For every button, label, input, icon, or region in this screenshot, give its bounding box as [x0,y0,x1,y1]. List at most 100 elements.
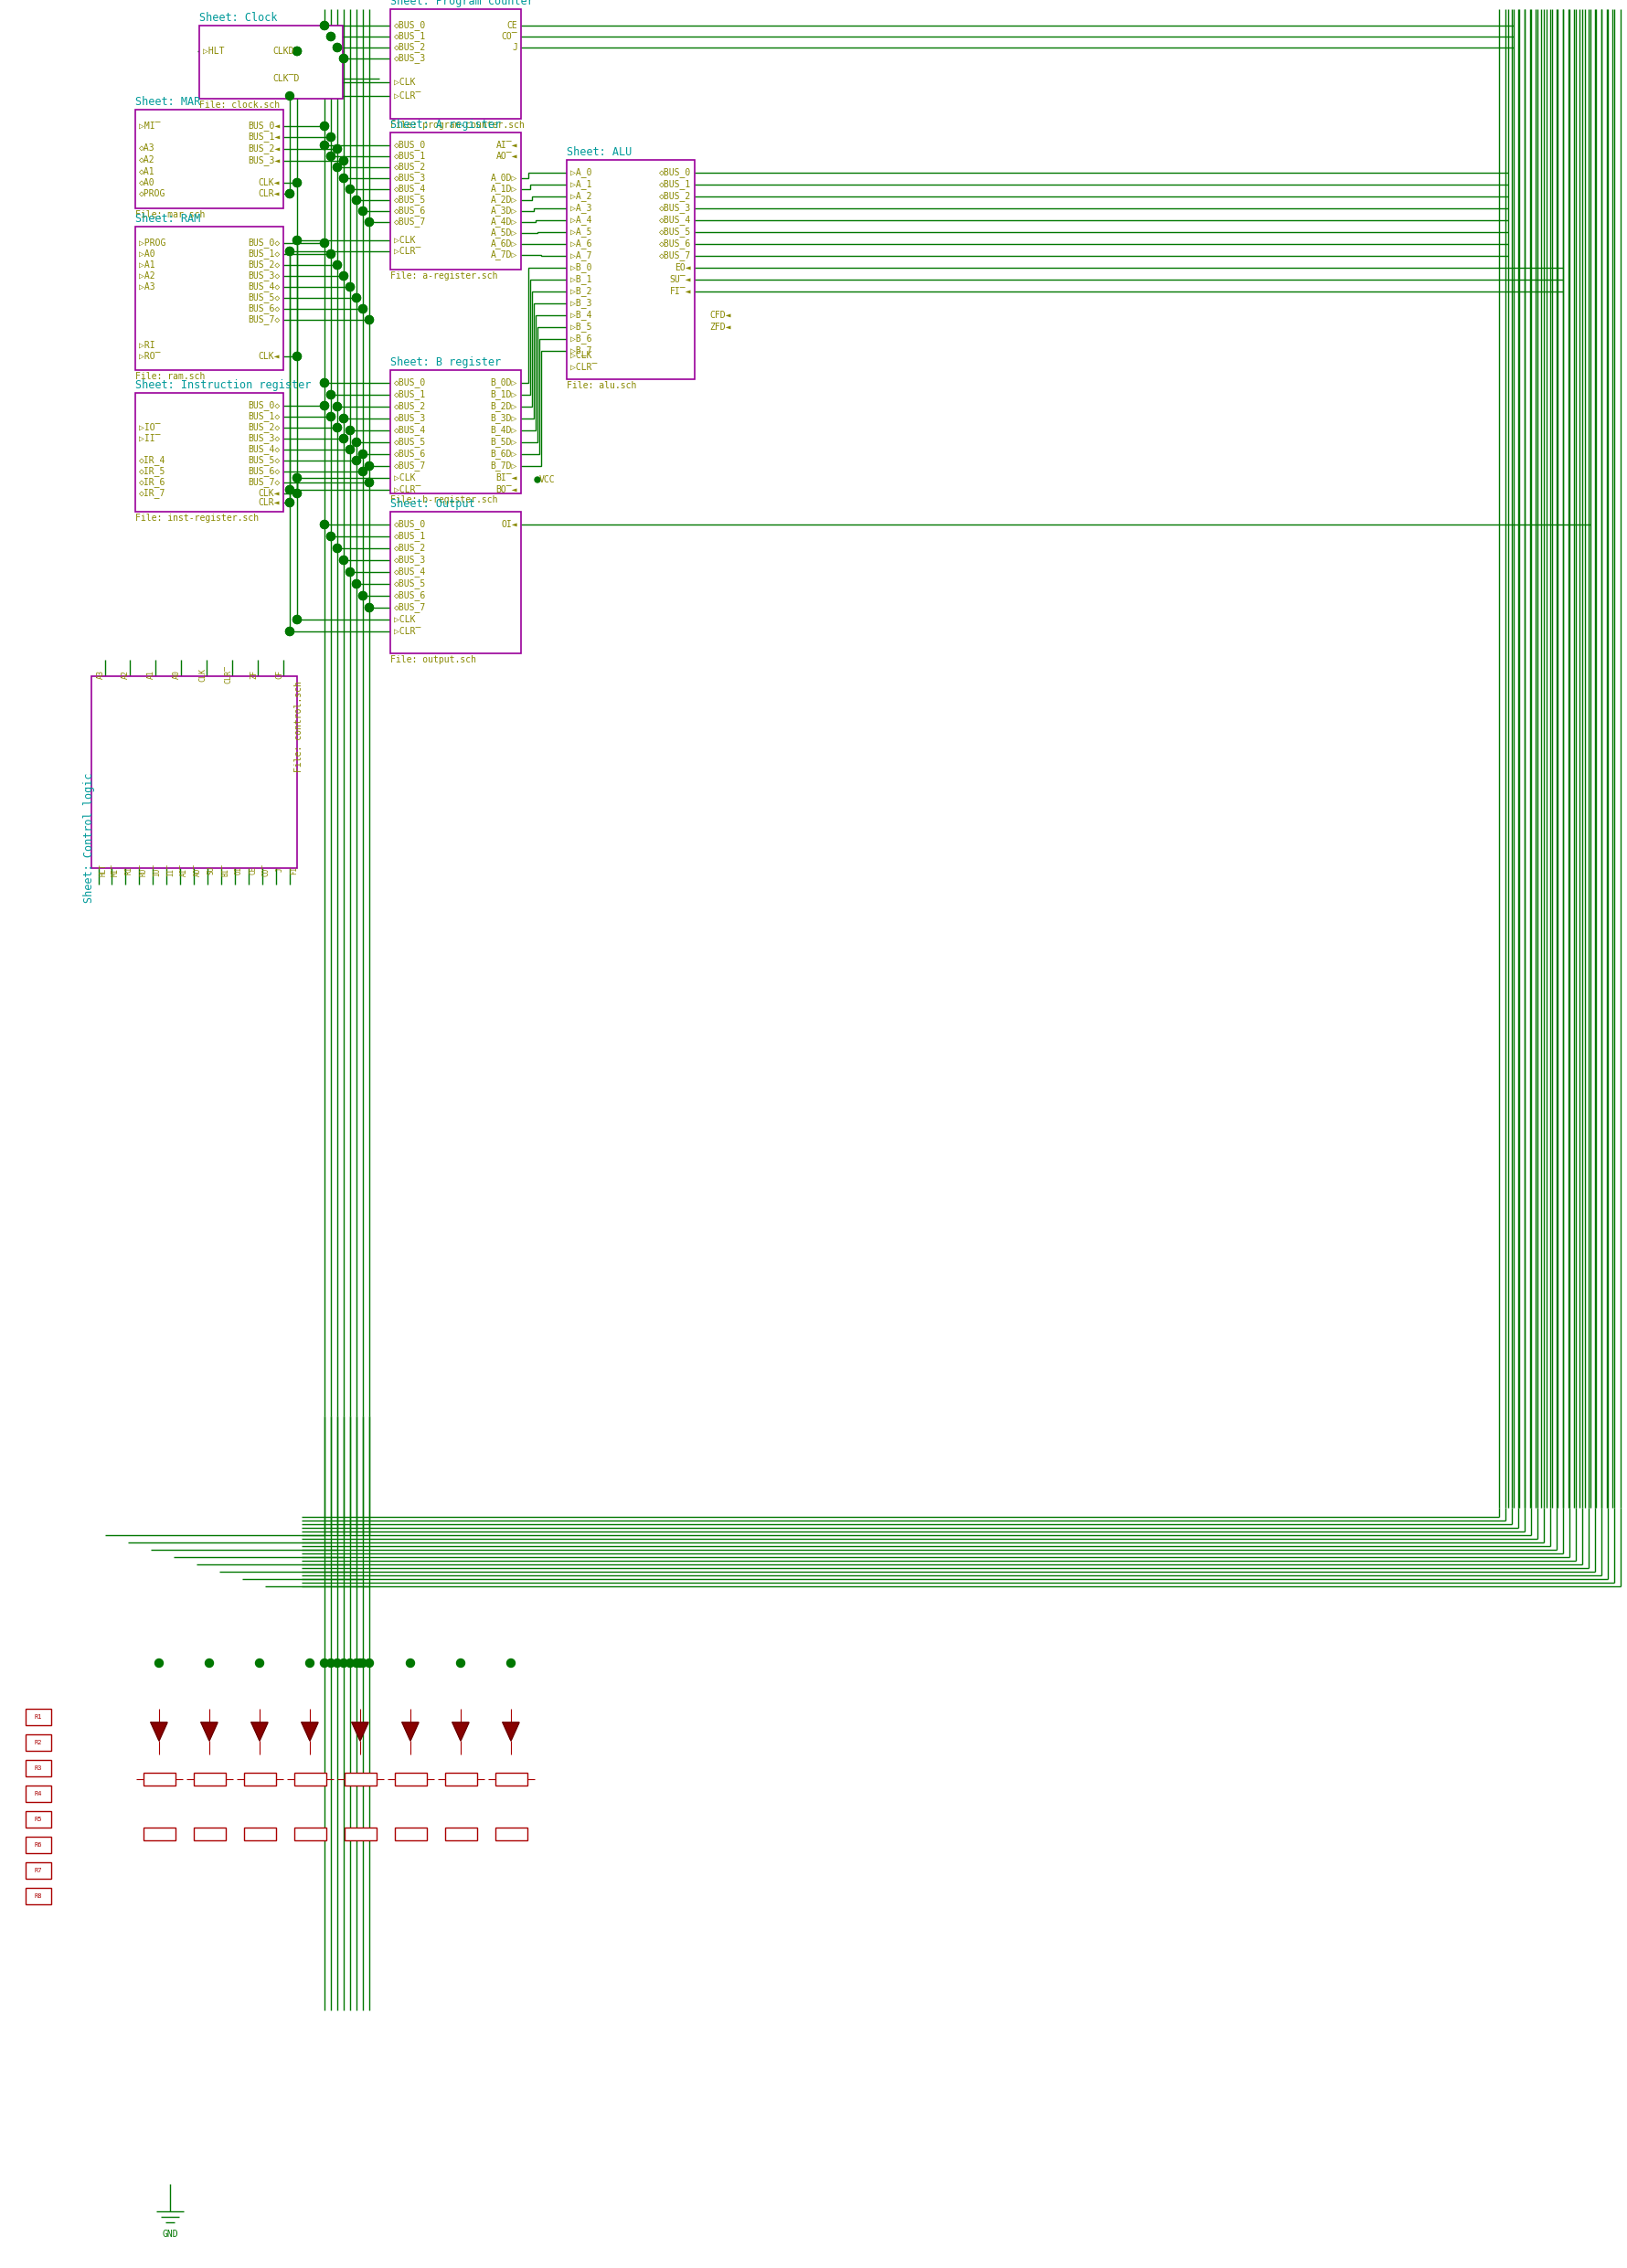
Circle shape [327,32,335,41]
Circle shape [334,544,342,553]
Circle shape [347,445,355,454]
Bar [26,1887,50,1905]
Text: ◇BUS_6: ◇BUS_6 [394,206,426,215]
Text: R3: R3 [34,1765,42,1771]
Circle shape [293,48,301,54]
Circle shape [334,424,342,431]
Text: A0: A0 [172,669,181,678]
Text: ◇BUS_5: ◇BUS_5 [659,227,691,238]
Polygon shape [402,1721,418,1742]
Text: BUS_2◄: BUS_2◄ [247,143,280,154]
Text: ◇BUS_6: ◇BUS_6 [659,238,691,249]
Text: File: alu.sch: File: alu.sch [566,381,636,390]
Text: ▷B_0: ▷B_0 [571,263,592,272]
Text: A1: A1 [146,669,156,678]
Circle shape [340,175,348,181]
Bar [390,513,521,653]
Text: BUS_0◇: BUS_0◇ [247,238,280,247]
Text: File: output.sch: File: output.sch [390,655,477,665]
Text: A_4D▷: A_4D▷ [490,218,517,227]
Text: BUS_7◇: BUS_7◇ [247,479,280,488]
Text: ▷A_0: ▷A_0 [571,168,592,177]
Text: ◇A2: ◇A2 [138,154,155,166]
Circle shape [364,315,373,324]
Polygon shape [301,1721,319,1742]
Polygon shape [503,1721,519,1742]
Circle shape [205,1658,213,1667]
Circle shape [353,581,361,587]
Text: ▷RO̅: ▷RO̅ [138,352,161,361]
Bar [198,25,343,100]
Circle shape [360,304,368,313]
Text: A_3D▷: A_3D▷ [490,206,517,215]
Circle shape [353,195,361,204]
Circle shape [321,379,329,388]
Bar [390,132,521,270]
Text: CFD◄: CFD◄ [709,311,731,320]
Text: ◇BUS_0: ◇BUS_0 [659,168,691,177]
Text: ▷CLK: ▷CLK [394,236,415,245]
Text: R7: R7 [34,1869,42,1873]
Text: ▷A_2: ▷A_2 [571,191,592,202]
Text: ▷A_1: ▷A_1 [571,179,592,191]
Circle shape [293,352,301,361]
Circle shape [321,238,329,247]
Text: ▷A3: ▷A3 [138,281,155,293]
Circle shape [360,467,368,476]
Text: ◇BUS_2: ◇BUS_2 [394,163,426,172]
Text: ▷CLR̅: ▷CLR̅ [394,626,421,635]
Circle shape [353,1658,361,1667]
Text: ▷A0: ▷A0 [138,249,155,259]
Circle shape [347,284,355,290]
Circle shape [364,1658,373,1667]
Text: CO̅: CO̅ [262,864,270,875]
Text: HLT: HLT [99,864,107,875]
Bar [26,1735,50,1751]
Polygon shape [251,1721,268,1742]
Circle shape [327,32,335,41]
Text: ▷A1: ▷A1 [138,261,155,270]
Text: B_5D▷: B_5D▷ [490,438,517,447]
Circle shape [353,295,361,302]
Circle shape [340,54,348,64]
Circle shape [321,519,329,528]
Circle shape [293,179,301,186]
Circle shape [535,476,540,483]
Circle shape [321,141,329,150]
Circle shape [321,379,329,388]
Bar [446,1774,477,1785]
Text: ◇BUS_1: ◇BUS_1 [394,152,426,161]
Circle shape [360,449,368,458]
Text: CE: CE [506,20,517,29]
Text: ◇BUS_3: ◇BUS_3 [659,204,691,213]
Text: ◇BUS_4: ◇BUS_4 [394,184,426,195]
Circle shape [340,175,348,181]
Circle shape [293,474,301,483]
Circle shape [334,424,342,431]
Text: ▷A_5: ▷A_5 [571,227,592,238]
Bar [91,676,298,869]
Text: ◇BUS_7: ◇BUS_7 [394,460,426,472]
Text: BUS_4◇: BUS_4◇ [247,281,280,293]
Circle shape [293,615,301,624]
Text: ◇BUS_1: ◇BUS_1 [394,390,426,399]
Text: Sheet: A register: Sheet: A register [390,118,501,132]
Circle shape [364,603,373,612]
Text: CLK◄: CLK◄ [259,179,280,188]
Text: BUS_2◇: BUS_2◇ [247,422,280,433]
Text: ◇BUS_3: ◇BUS_3 [394,413,426,424]
Bar [26,1760,50,1776]
Text: ▷B_4: ▷B_4 [571,311,592,320]
Circle shape [321,20,329,29]
Circle shape [286,247,294,256]
Circle shape [340,54,348,64]
Text: ▷A2: ▷A2 [138,272,155,281]
Text: File: program-counter.sch: File: program-counter.sch [390,120,524,129]
Circle shape [347,284,355,290]
Text: BUS_3◄: BUS_3◄ [247,156,280,166]
Circle shape [340,272,348,279]
Text: ▷CLR̅: ▷CLR̅ [394,247,421,256]
Circle shape [293,615,301,624]
Text: R5: R5 [34,1817,42,1821]
Circle shape [334,1658,342,1667]
